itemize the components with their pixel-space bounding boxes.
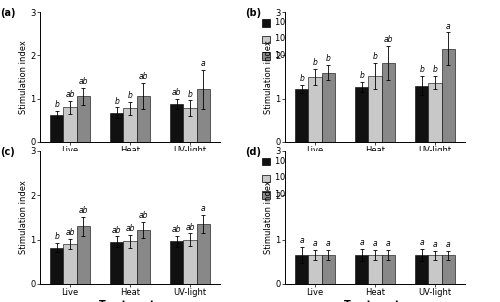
Bar: [415, 86, 428, 142]
Bar: [170, 241, 183, 284]
Text: a: a: [201, 204, 205, 214]
Text: ab: ab: [78, 77, 88, 86]
Bar: [368, 76, 382, 142]
Legend: $10^6$, $10^7$, $10^8$: $10^6$, $10^7$, $10^8$: [260, 153, 292, 201]
Y-axis label: Stimulation index: Stimulation index: [264, 181, 272, 254]
Bar: [184, 239, 196, 284]
Text: b: b: [54, 101, 59, 109]
Text: a: a: [312, 239, 318, 248]
Text: (d): (d): [246, 147, 262, 157]
Text: b: b: [326, 54, 330, 63]
Text: ab: ab: [78, 206, 88, 215]
Text: ab: ab: [138, 211, 148, 220]
Bar: [322, 73, 335, 142]
Text: a: a: [446, 240, 450, 249]
Legend: $10^6$, $10^7$, $10^8$: $10^6$, $10^7$, $10^8$: [260, 14, 292, 63]
Text: (a): (a): [0, 8, 16, 18]
Bar: [64, 107, 76, 142]
Text: b: b: [128, 91, 132, 100]
Text: a: a: [300, 236, 304, 245]
Bar: [355, 87, 368, 142]
X-axis label: Treatments: Treatments: [344, 300, 406, 302]
Text: Meagre: Meagre: [352, 189, 399, 199]
Bar: [170, 104, 183, 142]
Text: a: a: [446, 22, 450, 31]
Bar: [368, 255, 382, 284]
Bar: [295, 255, 308, 284]
Bar: [382, 255, 395, 284]
Text: b: b: [188, 90, 192, 99]
Text: a: a: [326, 239, 330, 248]
Bar: [50, 115, 64, 142]
X-axis label: Treatments: Treatments: [99, 158, 161, 168]
Bar: [428, 255, 442, 284]
Bar: [308, 77, 322, 142]
Bar: [110, 113, 124, 142]
Bar: [76, 96, 90, 142]
Text: ab: ab: [185, 223, 195, 232]
Bar: [50, 248, 64, 284]
Text: b: b: [312, 59, 318, 67]
Text: b: b: [54, 232, 59, 241]
Text: ab: ab: [65, 90, 75, 99]
Text: ab: ab: [65, 228, 75, 237]
Bar: [442, 255, 455, 284]
Y-axis label: Stimulation index: Stimulation index: [18, 40, 28, 114]
Text: ab: ab: [384, 35, 393, 44]
Text: b: b: [432, 66, 438, 74]
Bar: [442, 49, 455, 142]
Text: a: a: [372, 239, 378, 248]
Y-axis label: Stimulation index: Stimulation index: [18, 181, 28, 254]
Text: (b): (b): [246, 8, 262, 18]
Bar: [428, 83, 442, 142]
Bar: [184, 108, 196, 142]
Bar: [76, 226, 90, 284]
Bar: [196, 224, 210, 284]
Text: b: b: [360, 71, 364, 80]
Bar: [382, 63, 395, 142]
Bar: [196, 89, 210, 142]
Text: ab: ab: [125, 224, 135, 233]
Text: b: b: [420, 66, 424, 74]
Bar: [415, 255, 428, 284]
Text: ab: ab: [172, 225, 182, 234]
Bar: [124, 108, 136, 142]
Text: a: a: [360, 238, 364, 247]
Text: (c): (c): [0, 147, 15, 157]
Bar: [110, 242, 124, 284]
Bar: [355, 255, 368, 284]
Text: a: a: [201, 59, 205, 68]
Bar: [295, 89, 308, 142]
Bar: [64, 244, 76, 284]
Text: ab: ab: [112, 226, 122, 235]
X-axis label: Treatments: Treatments: [99, 300, 161, 302]
Text: b: b: [300, 74, 304, 83]
Text: b: b: [372, 53, 378, 61]
Text: ab: ab: [138, 72, 148, 81]
Text: ab: ab: [172, 88, 182, 97]
Bar: [308, 255, 322, 284]
Y-axis label: Stimulation index: Stimulation index: [264, 40, 272, 114]
Text: b: b: [114, 97, 119, 106]
Bar: [136, 230, 150, 284]
X-axis label: Treatments: Treatments: [344, 158, 406, 168]
Bar: [124, 241, 136, 284]
Text: a: a: [420, 238, 424, 247]
Bar: [136, 96, 150, 142]
Text: a: a: [432, 240, 438, 249]
Bar: [322, 255, 335, 284]
Text: a: a: [386, 239, 390, 248]
